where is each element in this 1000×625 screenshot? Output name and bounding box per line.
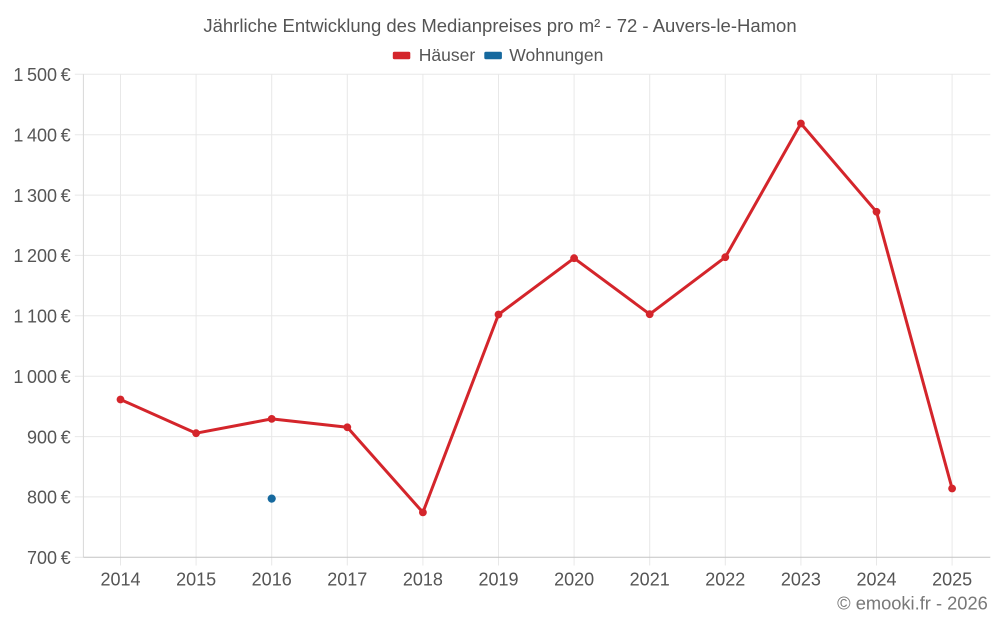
svg-text:2022: 2022 [705,570,745,590]
svg-text:2024: 2024 [856,570,896,590]
svg-text:1 000 €: 1 000 € [13,367,70,387]
svg-text:2018: 2018 [403,570,443,590]
svg-text:2016: 2016 [252,570,292,590]
svg-text:2017: 2017 [327,570,367,590]
svg-text:1 400 €: 1 400 € [13,125,70,145]
svg-text:1 500 €: 1 500 € [13,65,70,85]
svg-text:2023: 2023 [781,570,821,590]
svg-text:1 300 €: 1 300 € [13,186,70,206]
svg-text:2015: 2015 [176,570,216,590]
svg-text:2014: 2014 [100,570,140,590]
svg-text:2020: 2020 [554,570,594,590]
svg-text:Jährliche Entwicklung des Medi: Jährliche Entwicklung des Medianpreises … [203,15,796,36]
svg-text:800 €: 800 € [27,488,71,508]
svg-text:700 €: 700 € [27,548,71,568]
svg-text:2021: 2021 [630,570,670,590]
svg-text:2025: 2025 [932,570,972,590]
svg-text:Wohnungen: Wohnungen [509,45,603,65]
svg-text:1 100 €: 1 100 € [13,307,70,327]
svg-text:900 €: 900 € [27,427,71,447]
svg-text:© emooki.fr - 2026: © emooki.fr - 2026 [837,592,988,613]
svg-text:1 200 €: 1 200 € [13,246,70,266]
svg-text:2019: 2019 [478,570,518,590]
svg-text:Häuser: Häuser [419,45,476,65]
